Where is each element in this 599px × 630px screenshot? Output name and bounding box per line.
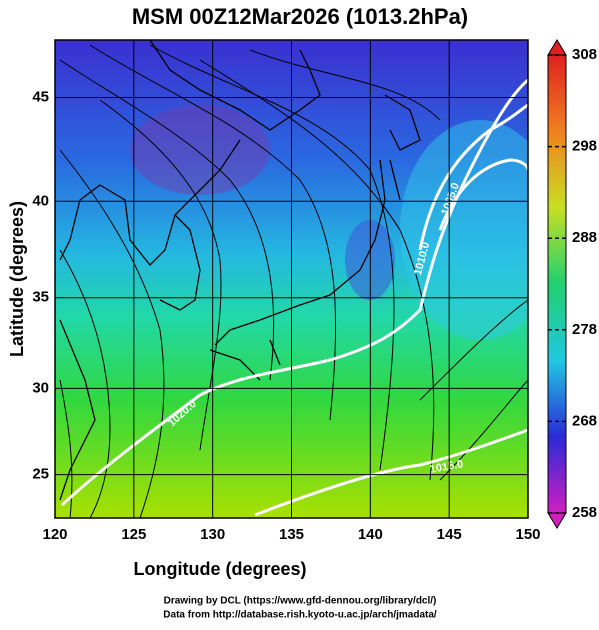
field: 1020.0 1015.0 1010.0 1005.0 (55, 40, 528, 518)
colorbar-tick-label: 258 (572, 504, 597, 521)
colorbar-extend (547, 512, 567, 529)
y-tick-label: 45 (32, 89, 49, 106)
colorbar: 258 268 278 288 298 308 (547, 39, 597, 529)
colorbar-tick-label: 308 (572, 46, 597, 63)
y-tick-label: 40 (32, 192, 49, 209)
x-tick-label: 135 (279, 526, 304, 543)
footer-line: Drawing by DCL (https://www.gfd-dennou.o… (164, 596, 437, 607)
plot-frame (54, 39, 529, 519)
x-tick-label: 145 (437, 526, 462, 543)
x-tick-label: 130 (200, 526, 225, 543)
colorbar-tick-label: 298 (572, 138, 597, 155)
colorbar-tick-label: 288 (572, 229, 597, 246)
x-tick-label: 150 (515, 526, 540, 543)
y-tick-label: 25 (32, 466, 49, 483)
colorbar-extend (547, 39, 567, 56)
contour-label: 1015.0 (429, 458, 464, 476)
x-tick-label: 125 (121, 526, 146, 543)
colorbar-tick-label: 268 (572, 412, 597, 429)
y-tick-label: 30 (32, 379, 49, 396)
x-tick-label: 120 (42, 526, 67, 543)
y-tick-label: 35 (32, 289, 49, 306)
colorbar-fill (547, 54, 567, 514)
x-tick-label: 140 (358, 526, 383, 543)
footer-line: Data from http://database.rish.kyoto-u.a… (163, 610, 437, 621)
x-axis-label: Longitude (degrees) (133, 559, 306, 579)
title: MSM 00Z12Mar2026 (1013.2hPa) (132, 4, 468, 29)
colorbar-tick-label: 278 (572, 321, 597, 338)
y-axis-label: Latitude (degrees) (7, 201, 27, 357)
